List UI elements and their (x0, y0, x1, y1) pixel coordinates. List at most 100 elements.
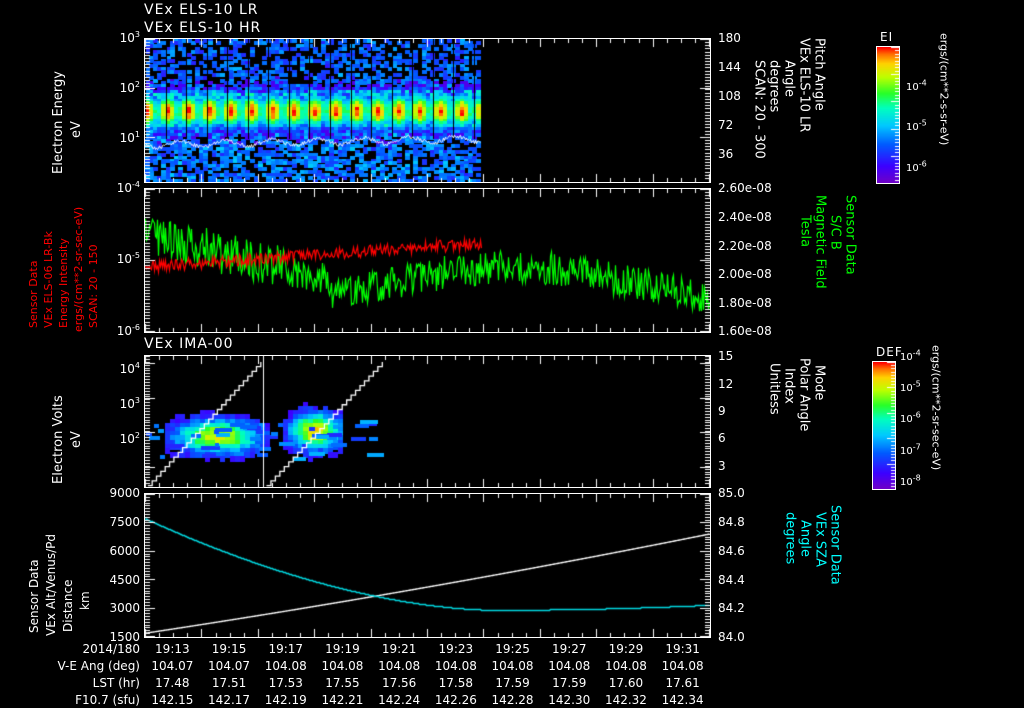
panel4-ytick-7500: 7500 (109, 515, 140, 529)
table-row-label: F10.7 (sfu) (75, 693, 140, 707)
table-cell: 17.55 (325, 676, 360, 690)
panel4-left-axis-line3: Distance (61, 579, 75, 632)
panel3-right-axis-line2: Polar Angle (796, 358, 812, 432)
table-cell: 142.32 (604, 693, 647, 707)
panel-els-spectrogram[interactable] (144, 38, 711, 183)
table-cell: 17.56 (381, 676, 417, 690)
panel2-ytick-1e-5: 10-5 (116, 251, 140, 267)
panel1-title-hr: VEx ELS-10 HR (144, 20, 262, 36)
panel2-left-axis-line1: Sensor Data (27, 260, 40, 328)
table-time-19-15: 19:15 (211, 642, 247, 656)
colorbar2-unit: ergs/(cm**2-sr-sec-eV) (929, 345, 943, 471)
panel2-rtick-2: 2.20e-08 (718, 239, 772, 253)
panel3-ytick-10000: 104 (119, 361, 140, 377)
panel3-rtick-9: 9 (718, 404, 726, 418)
panel1-rtick-108: 108 (718, 89, 741, 103)
panel3-rtick-15: 15 (718, 349, 734, 363)
panel1-left-axis-line2: eV (69, 121, 84, 138)
panel1-left-axis-line1: Electron Energy (51, 71, 66, 174)
panel1-right-axis-line4: degrees (766, 60, 782, 113)
panel4-ytick-9000: 9000 (109, 486, 140, 500)
table-cell: 104.08 (434, 659, 477, 673)
panel1-ytick-10: 101 (119, 130, 140, 146)
colorbar1-tick-1e-5: 10-5 (906, 118, 927, 133)
table-date-label: 2014/180 (82, 642, 141, 656)
table-time-19-25: 19:25 (495, 642, 530, 656)
panel2-rtick-4: 1.80e-08 (718, 296, 772, 310)
panel2-left-axis-line4: ergs/(cm**2-sr-sec-eV) (72, 206, 85, 332)
panel2-right-axis-line3: Magnetic Field (812, 195, 828, 289)
colorbar2-gradient (872, 361, 896, 490)
panel2-right-axis-line1: Sensor Data (842, 195, 858, 275)
colorbar2-tick-1e-7: 10-7 (900, 442, 921, 457)
panel3-rtick-3: 3 (718, 459, 726, 473)
energy-bfield-canvas (145, 189, 710, 332)
table-cell: 142.28 (491, 693, 534, 707)
panel4-rtick-3: 84.4 (718, 573, 745, 587)
panel4-ytick-4500: 4500 (109, 573, 140, 587)
panel1-rtick-72: 72 (718, 118, 734, 132)
colorbar1-tick-1e-4: 10-4 (906, 78, 927, 93)
panel2-left-axis-line2: VEx ELS-06 LR-Bk (42, 231, 55, 328)
panel3-right-axis-line1: Mode (811, 365, 827, 401)
panel1-rtick-180: 180 (718, 31, 741, 45)
panel4-right-axis-line2: VEx SZA (812, 512, 828, 567)
bottom-data-table: 2014/180 19:13 19:15 19:17 19:19 19:21 19:23 19… (0, 642, 1024, 708)
panel2-ytick-1e-6: 10-6 (116, 323, 140, 339)
colorbar2-tick-1e-5: 10-5 (900, 379, 921, 394)
panel2-right-axis-line2: S/C B (827, 215, 843, 250)
panel2-ytick-1e-4: 10-4 (116, 180, 140, 196)
table-cell: 104.08 (548, 659, 591, 673)
panel4-right-axis-line1: Sensor Data (827, 505, 843, 585)
table-time-19-29: 19:29 (608, 642, 644, 656)
colorbar1-unit: ergs/(cm**2-s-sr-eV) (937, 33, 951, 146)
panel4-rtick-5: 84.0 (718, 630, 745, 644)
panel4-rtick-1: 84.8 (718, 515, 745, 529)
table-cell: 142.15 (151, 693, 194, 707)
table-time-19-19: 19:19 (325, 642, 360, 656)
panel1-ytick-100: 102 (119, 80, 140, 96)
panel3-rtick-12: 12 (718, 377, 734, 391)
table-cell: 104.08 (661, 659, 704, 673)
table-cell: 17.59 (552, 676, 587, 690)
table-cell: 17.58 (438, 676, 474, 690)
colorbar2-tick-1e-8: 10-8 (900, 473, 921, 488)
panel1-title-lr: VEx ELS-10 LR (144, 2, 259, 18)
table-cell: 142.19 (264, 693, 307, 707)
panel-energy-bfield[interactable] (144, 188, 711, 333)
panel4-rtick-4: 84.2 (718, 601, 745, 615)
panel-altitude-sza[interactable] (144, 493, 711, 638)
panel1-right-axis-line2: VEx ELS-10 LR (796, 38, 812, 133)
panel2-right-axis-line4: Tesla (797, 215, 813, 248)
table-time-19-17: 19:17 (268, 642, 304, 656)
panel1-ytick-1000: 103 (119, 30, 140, 46)
table-cell: 17.51 (211, 676, 247, 690)
panel4-left-axis-line1: Sensor Data (27, 559, 41, 633)
panel1-right-axis-line1: Pitch Angle (811, 38, 827, 111)
panel3-ytick-1000: 103 (119, 396, 140, 412)
panel4-ytick-6000: 6000 (109, 544, 140, 558)
table-row-label: LST (hr) (92, 676, 140, 690)
els-spectrogram-canvas (145, 39, 710, 182)
table-cell: 17.59 (495, 676, 530, 690)
table-cell: 142.26 (434, 693, 477, 707)
panel1-rtick-144: 144 (718, 60, 741, 74)
panel2-rtick-1: 2.40e-08 (718, 210, 772, 224)
panel3-rtick-6: 6 (718, 431, 726, 445)
table-cell: 17.61 (665, 676, 700, 690)
panel4-left-axis-line2: VEx Alt/Venus/Pd (44, 533, 58, 636)
panel3-left-axis-line1: Electron Volts (51, 395, 66, 484)
table-cell: 142.34 (661, 693, 704, 707)
panel2-left-axis-line3: Energy Intensity (57, 238, 70, 328)
panel3-left-axis-line2: eV (69, 431, 84, 448)
panel1-right-axis-line5: SCAN: 20 - 300 (751, 60, 767, 159)
table-cell: 104.08 (321, 659, 364, 673)
table-cell: 104.08 (604, 659, 647, 673)
table-time-19-21: 19:21 (381, 642, 417, 656)
table-row-label: V-E Ang (deg) (57, 659, 140, 673)
table-cell: 17.53 (268, 676, 303, 690)
ima-spectrogram-canvas (145, 356, 710, 487)
panel4-rtick-2: 84.6 (718, 544, 745, 558)
panel4-ytick-3000: 3000 (109, 601, 140, 615)
panel-ima-spectrogram[interactable] (144, 355, 711, 488)
